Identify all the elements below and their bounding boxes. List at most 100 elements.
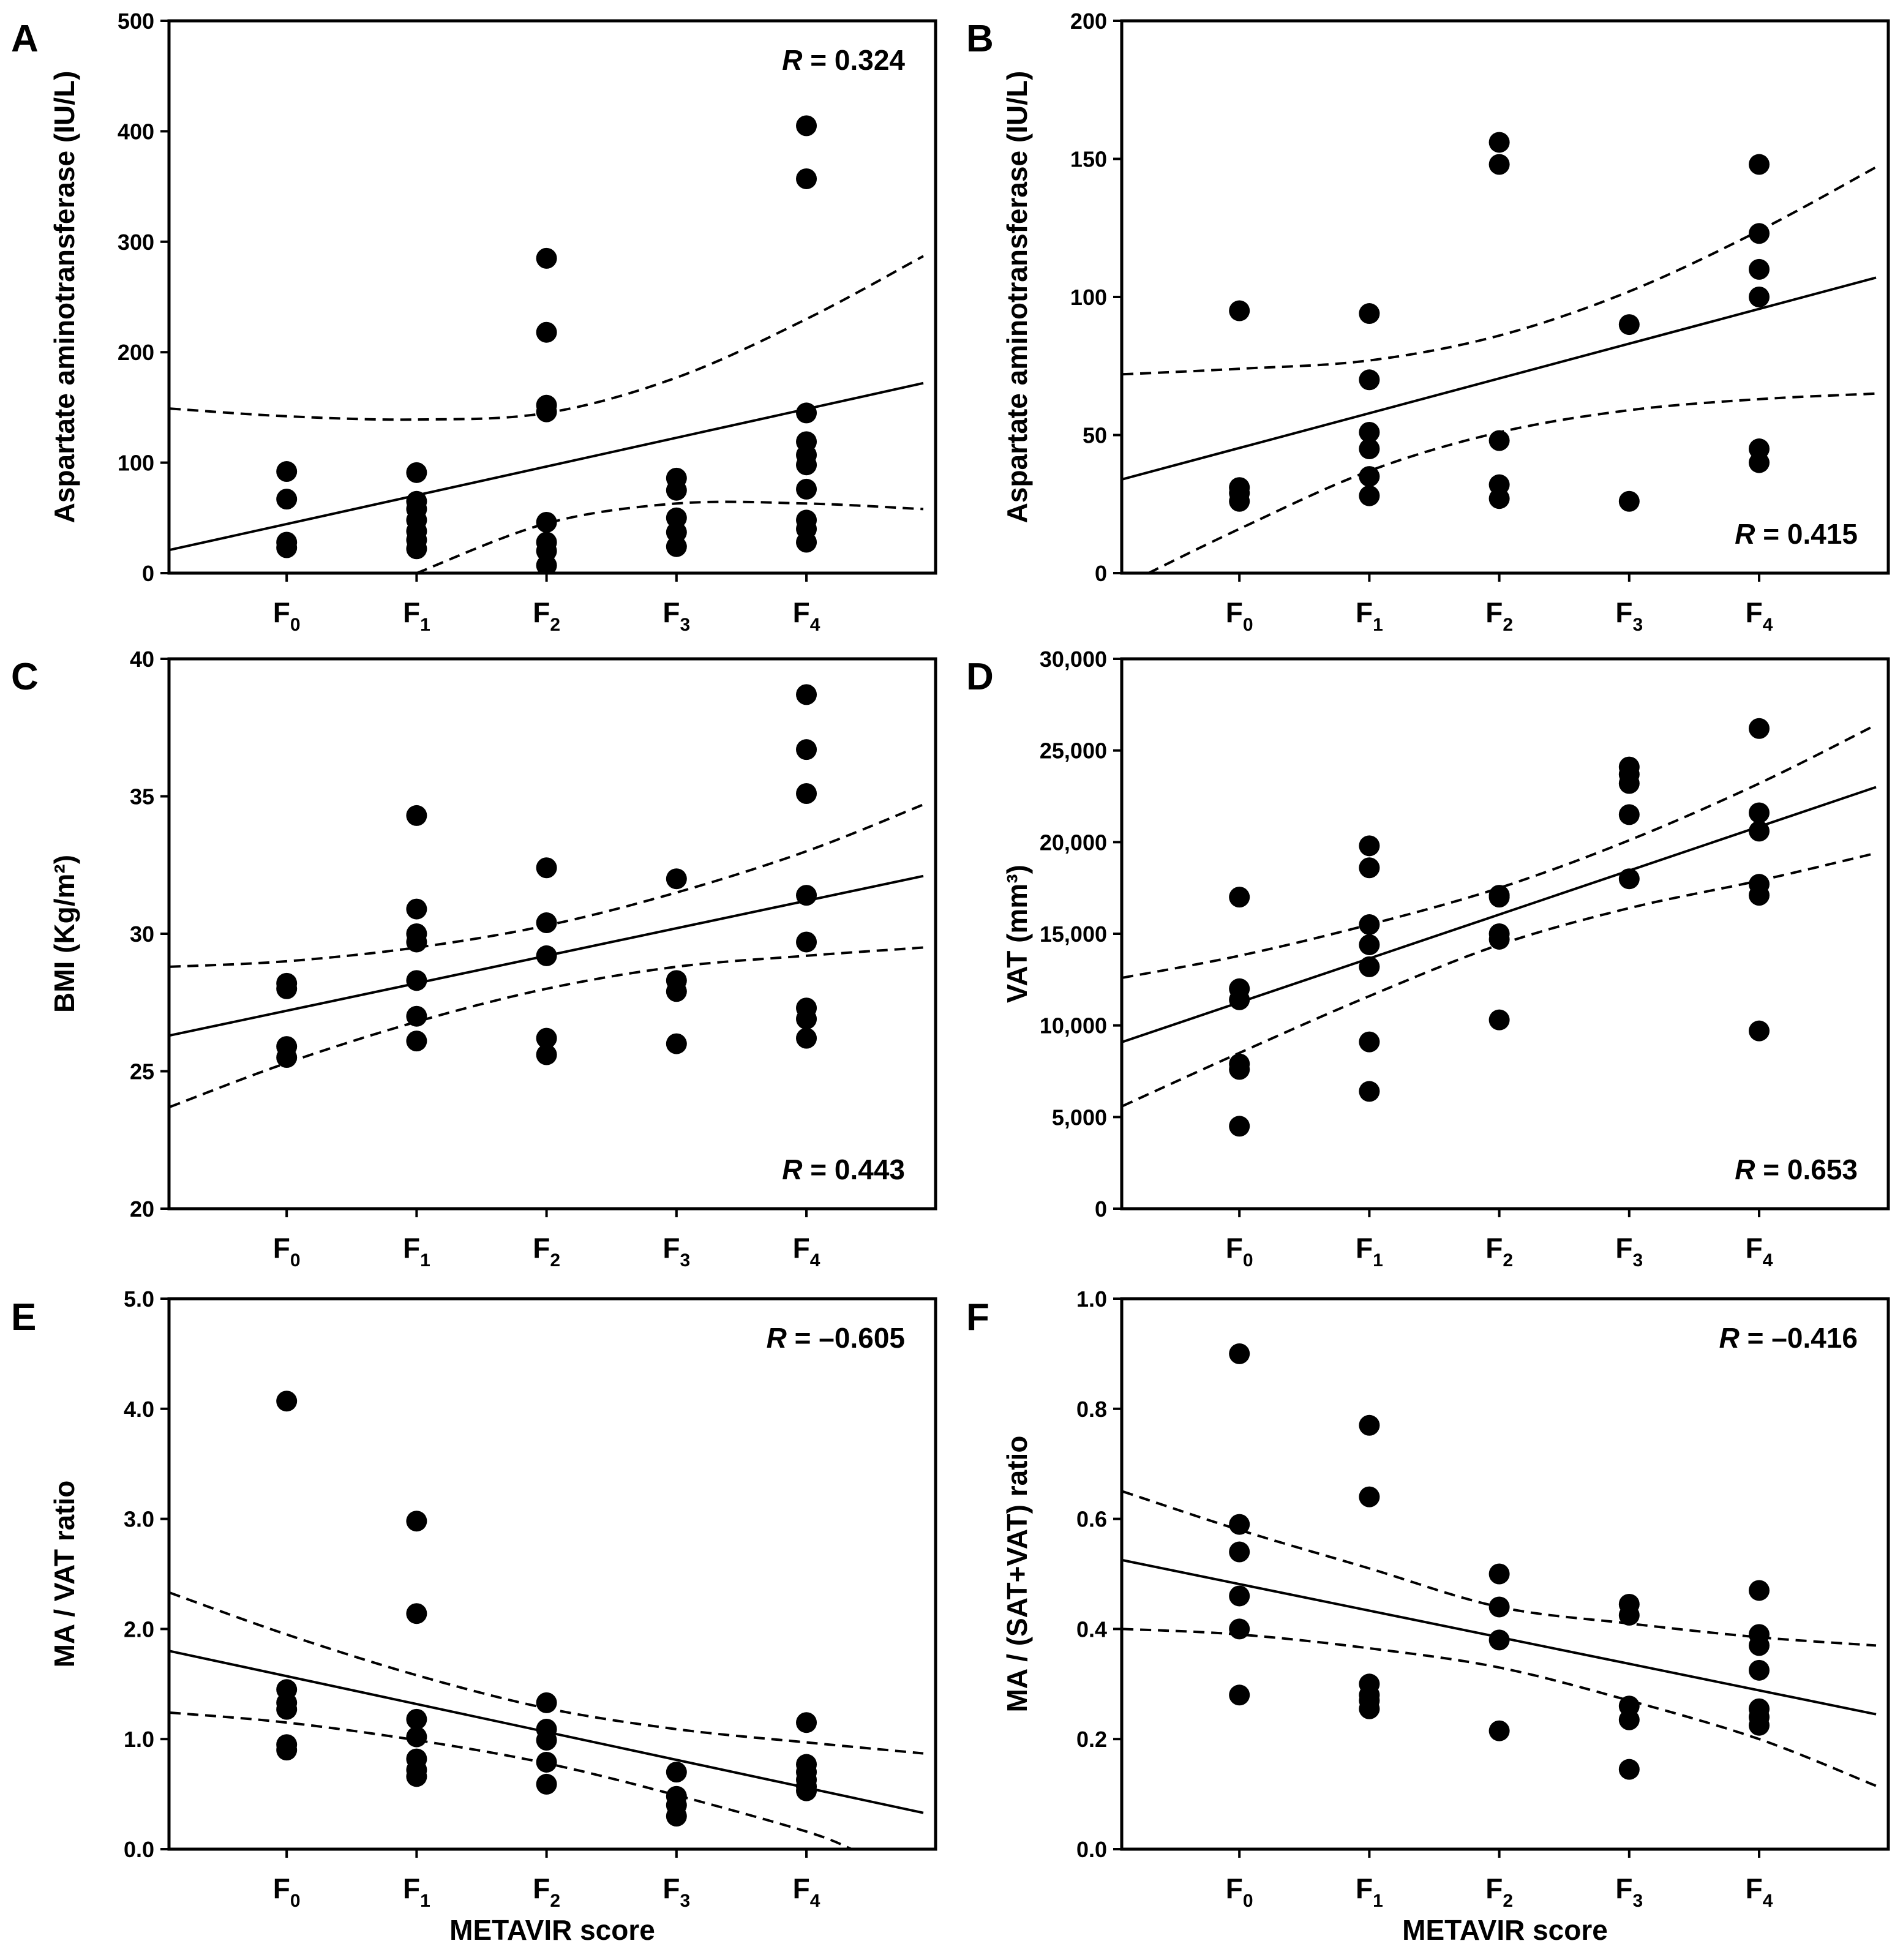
data-point xyxy=(796,739,817,760)
data-point xyxy=(666,1762,687,1783)
plot-area xyxy=(1122,1343,1877,1787)
data-point xyxy=(1749,1659,1770,1681)
data-point xyxy=(666,981,687,1002)
y-tick-label: 0 xyxy=(142,561,154,586)
y-tick-label: 35 xyxy=(130,784,154,809)
data-point xyxy=(796,402,817,424)
y-tick-label: 0.6 xyxy=(1076,1507,1107,1532)
x-tick-label: F1 xyxy=(1356,596,1383,635)
data-point xyxy=(276,1047,298,1068)
data-point xyxy=(406,1031,427,1052)
data-point xyxy=(406,931,427,953)
x-tick-label: F0 xyxy=(273,596,301,635)
y-tick-label: 150 xyxy=(1070,147,1107,172)
data-point xyxy=(1229,1514,1250,1535)
x-tick-label: F0 xyxy=(273,1872,301,1911)
data-point xyxy=(1229,1585,1250,1607)
data-point xyxy=(796,1008,817,1030)
data-point xyxy=(1618,1759,1640,1780)
data-point xyxy=(276,1391,298,1412)
data-point xyxy=(666,536,687,557)
y-tick-label: 1.0 xyxy=(1076,1286,1107,1312)
y-tick-label: 30 xyxy=(130,922,154,947)
data-point xyxy=(796,1712,817,1733)
plot-frame xyxy=(167,1297,937,1851)
data-point xyxy=(666,1806,687,1827)
y-tick-label: 20 xyxy=(130,1196,154,1222)
data-point xyxy=(666,522,687,543)
data-point xyxy=(406,970,427,991)
x-tick-label: F1 xyxy=(403,1872,430,1911)
y-tick-label: 2.0 xyxy=(124,1616,154,1642)
data-point xyxy=(536,912,557,934)
y-tick-label: 0.8 xyxy=(1076,1397,1107,1422)
y-axis-label: Aspartate aminotransferase (IU/L) xyxy=(48,71,80,524)
data-point xyxy=(536,540,557,561)
data-point xyxy=(406,1708,427,1730)
x-tick-label: F1 xyxy=(403,596,430,635)
x-tick-label: F2 xyxy=(533,1872,560,1911)
y-tick-label: 100 xyxy=(118,451,154,476)
data-point xyxy=(1749,1580,1770,1601)
data-point xyxy=(796,454,817,476)
data-point xyxy=(796,931,817,953)
data-point xyxy=(1749,718,1770,739)
y-tick-label: 0 xyxy=(1095,1196,1107,1222)
data-point xyxy=(1488,887,1510,908)
data-point xyxy=(1749,258,1770,280)
data-point xyxy=(1229,300,1250,321)
data-point xyxy=(1359,1081,1380,1102)
data-point xyxy=(1359,369,1380,391)
data-point xyxy=(796,115,817,137)
y-tick-label: 20,000 xyxy=(1040,830,1107,855)
data-point xyxy=(1749,802,1770,824)
y-tick-label: 25,000 xyxy=(1040,738,1107,764)
data-point xyxy=(1618,804,1640,825)
x-tick-label: F3 xyxy=(662,1872,690,1911)
data-point xyxy=(1229,1116,1250,1137)
x-tick-label: F4 xyxy=(1746,1232,1773,1271)
x-tick-label: F4 xyxy=(793,596,820,635)
x-tick-label: F3 xyxy=(662,1232,690,1271)
data-point xyxy=(1618,1709,1640,1730)
y-tick-label: 10,000 xyxy=(1040,1013,1107,1038)
data-point xyxy=(1488,154,1510,175)
data-point xyxy=(1359,466,1380,487)
data-point xyxy=(1359,421,1380,443)
data-point xyxy=(1749,1714,1770,1736)
plot-area xyxy=(169,115,924,573)
x-tick-label: F4 xyxy=(793,1232,820,1271)
x-axis-title: METAVIR score xyxy=(1402,1914,1608,1946)
r-annotation: R = 0.415 xyxy=(1735,518,1858,550)
data-point xyxy=(1749,287,1770,307)
y-tick-label: 3.0 xyxy=(124,1507,154,1532)
y-tick-label: 4.0 xyxy=(124,1397,154,1422)
y-axis-label: BMI (Kg/m²) xyxy=(48,855,80,1013)
data-point xyxy=(276,489,298,510)
y-tick-label: 25 xyxy=(130,1059,154,1084)
data-point xyxy=(276,461,298,482)
r-annotation: R = –0.416 xyxy=(1719,1322,1858,1354)
x-tick-label: F4 xyxy=(1746,1872,1773,1911)
data-point xyxy=(1488,1596,1510,1618)
data-point xyxy=(1488,928,1510,950)
panel-letter: B xyxy=(966,18,994,60)
panel-letter: A xyxy=(11,18,39,60)
x-tick-label: F0 xyxy=(1226,1872,1253,1911)
data-point xyxy=(666,479,687,501)
x-tick-label: F3 xyxy=(1615,1872,1643,1911)
y-tick-label: 0 xyxy=(1095,561,1107,586)
r-annotation: R = 0.443 xyxy=(782,1154,905,1185)
data-point xyxy=(1618,773,1640,794)
data-point xyxy=(1359,934,1380,955)
y-tick-label: 200 xyxy=(118,340,154,365)
y-axis-label: Aspartate aminotransferase (IU/L) xyxy=(1001,71,1033,524)
data-point xyxy=(406,538,427,560)
data-point xyxy=(536,1027,557,1049)
data-point xyxy=(796,1027,817,1049)
data-point xyxy=(796,478,817,500)
data-point xyxy=(666,1033,687,1054)
data-point xyxy=(1229,1059,1250,1080)
ci-lower-curve xyxy=(170,1711,853,1849)
panel-a: A 0 100 200 300 400 500 F0 F1 F2 F3 F4 Aspartate ami… xyxy=(11,9,937,635)
